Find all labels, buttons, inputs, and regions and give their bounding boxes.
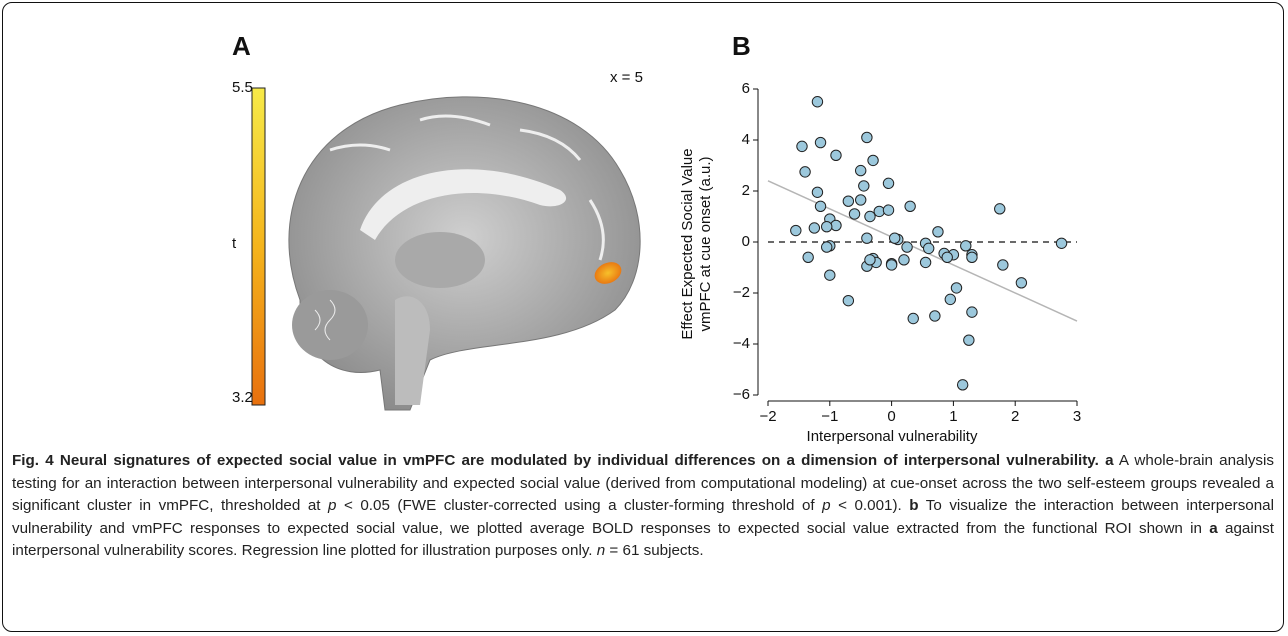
x-axis-label: Interpersonal vulnerability [807,428,978,445]
data-point [963,334,975,346]
data-point [898,254,910,266]
x-tick-label: 2 [1011,408,1019,425]
data-point [796,140,808,153]
y-tick-label: −2 [733,284,750,301]
data-point [861,232,873,244]
caption-part: To visualize the interaction between int… [12,497,1275,537]
data-point [848,208,861,220]
data-point [956,379,969,391]
x-tick-label: −2 [759,408,776,425]
data-point [811,96,824,108]
caption-part: a [1105,452,1114,469]
data-point [960,240,972,252]
caption-part: = 61 subjects. [605,542,704,560]
y-axis-label: Effect Expected Social Value [679,148,696,339]
data-point [885,259,898,271]
y-tick-label: 4 [742,131,750,148]
colorbar-max: 5.5 [232,79,253,96]
caption-part: p [328,497,337,515]
data-point [855,194,867,206]
x-tick-label: 1 [949,408,957,425]
data-point [811,186,824,198]
x-tick-label: 0 [887,408,895,425]
data-point [994,203,1006,215]
data-point [842,195,855,207]
caption-part: n [596,542,606,560]
data-point [966,251,978,263]
caption-part: < 0.05 (FWE cluster-corrected using a cl… [336,497,823,515]
data-point [941,251,953,263]
data-point [966,306,978,318]
caption-title: Fig. 4 Neural signatures of expected soc… [12,452,1099,469]
data-point [861,131,873,144]
data-point [873,205,885,218]
data-point [882,204,895,216]
data-point [799,166,811,178]
data-point [950,282,963,294]
caption-part: p [822,497,831,515]
data-point [842,294,855,307]
data-point [830,149,842,162]
caption-part: a [1209,519,1218,537]
data-point [882,177,895,190]
data-point [907,312,919,325]
y-axis-label: vmPFC at cue onset (a.u.) [697,156,714,331]
y-tick-label: 2 [742,182,750,199]
data-point [932,226,944,238]
data-point [814,136,827,149]
colorbar-label: t [232,235,237,252]
data-point [864,210,876,223]
x-tick-label: −1 [821,408,838,425]
data-point [830,219,842,232]
y-tick-label: −4 [733,335,750,352]
caption-part: b [909,497,919,515]
colorbar-min: 3.2 [232,389,253,406]
brain-slice [288,96,641,411]
data-point [821,221,833,233]
regression-line [767,180,1078,322]
caption-part: A whole-brain analysis testing for an in… [12,452,1274,515]
data-point [944,293,957,306]
data-point [997,259,1009,271]
data-point [888,232,901,244]
data-point [901,241,913,253]
data-point [855,164,867,177]
panel-label: A [232,31,251,61]
y-tick-label: 6 [742,80,750,97]
data-point [922,242,935,255]
y-tick-label: 0 [742,233,750,250]
data-point [824,269,836,281]
data-point [802,251,814,263]
caption-part: against interpersonal vulnerability scor… [12,519,1274,560]
caption: Fig. 4 Neural signatures of expected soc… [12,450,1274,563]
data-point [790,224,802,237]
data-point [858,180,870,192]
data-point [808,222,821,234]
colorbar [251,87,266,406]
panel-label: B [732,31,751,61]
caption-part: < 0.001). [830,497,910,515]
data-point [1055,237,1068,249]
figure: A 5.5 t 3.2 x = 5 B Effect Expected Soci… [232,31,1081,445]
slice-label: x = 5 [610,69,643,86]
data-point [919,256,932,269]
data-point [929,310,941,322]
data-point [867,154,879,167]
data-point [814,200,827,213]
data-point [1015,277,1028,289]
data-point [864,254,876,266]
data-point [904,200,916,213]
x-tick-label: 3 [1073,408,1081,425]
data-point [821,241,833,253]
y-tick-label: −6 [733,386,750,403]
